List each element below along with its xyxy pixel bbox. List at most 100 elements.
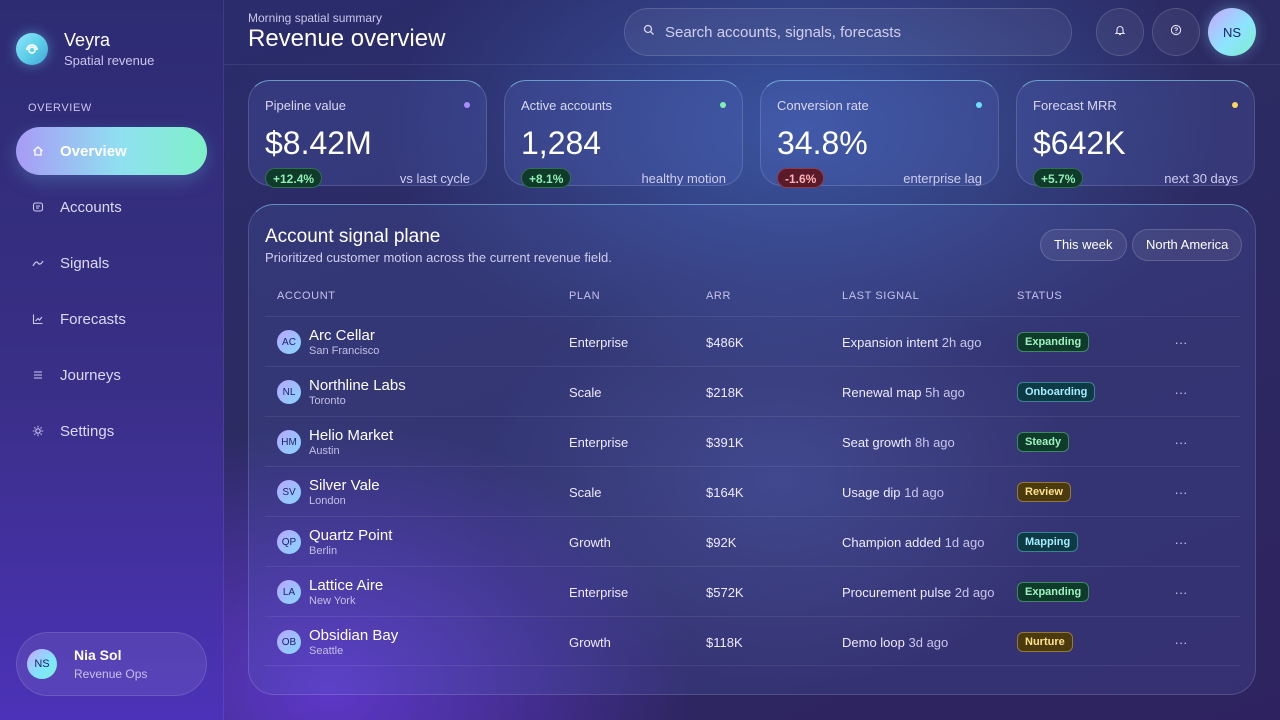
avatar: QP [277,530,301,554]
signal-text: Champion added [842,535,942,550]
last-signal-cell: Procurement pulse 2d ago [842,585,995,600]
arr-cell: $391K [706,435,744,450]
notifications-button[interactable] [1096,8,1144,56]
signal-time: 2h ago [941,335,982,350]
table-row[interactable]: SV Silver Vale London Scale $164K Usage … [265,466,1240,516]
account-signal-panel: Account signal plane Prioritized custome… [248,204,1256,695]
more-options-button[interactable]: ··· [1174,534,1188,550]
chart-icon [30,311,46,327]
accounts-icon [30,199,46,215]
search-input[interactable] [665,17,1071,47]
avatar[interactable]: NS [1208,8,1256,56]
avatar: NL [277,380,301,404]
brand-name: Veyra [64,30,111,50]
user-profile-card[interactable]: NS Nia Sol Revenue Ops [16,632,207,696]
plan-cell: Enterprise [569,335,629,350]
more-options-button[interactable]: ··· [1174,484,1188,500]
account-name[interactable]: Silver Vale [309,477,380,494]
account-name[interactable]: Lattice Aire [309,577,384,594]
sidebar-item-journeys[interactable]: Journeys [16,351,207,399]
help-button[interactable] [1152,8,1200,56]
sidebar-item-signals[interactable]: Signals [16,239,207,287]
status-badge: Expanding [1017,332,1090,352]
kpi-note: vs last cycle [399,171,470,186]
kpi-value: $642K [1033,125,1126,161]
sidebar-item-overview[interactable]: Overview [16,127,207,175]
sidebar-item-label: Journeys [60,366,121,384]
kpi-card-accounts[interactable]: Active accounts 1,284 +8.1% healthy moti… [504,80,743,188]
column-header-status[interactable]: STATUS [1017,290,1063,302]
account-city: New York [309,595,356,607]
kpi-card-forecast[interactable]: Forecast MRR $642K +5.7% next 30 days [1016,80,1255,188]
plan-cell: Scale [569,485,602,500]
column-header-account[interactable]: ACCOUNT [277,290,336,302]
avatar: SV [277,480,301,504]
plan-cell: Enterprise [569,435,629,450]
sidebar-item-settings[interactable]: Settings [16,407,207,455]
column-header-arr[interactable]: ARR [706,290,732,302]
user-role: Revenue Ops [74,667,148,681]
table-row[interactable]: AC Arc Cellar San Francisco Enterprise $… [265,316,1240,366]
gear-icon [30,423,46,439]
more-options-button[interactable]: ··· [1174,634,1188,650]
avatar: LA [277,580,301,604]
account-name[interactable]: Northline Labs [309,377,406,394]
last-signal-cell: Renewal map 5h ago [842,385,965,400]
table-row[interactable]: LA Lattice Aire New York Enterprise $572… [265,566,1240,616]
more-options-button[interactable]: ··· [1174,384,1188,400]
nav-section-label: OVERVIEW [28,102,92,114]
table-row[interactable]: NL Northline Labs Toronto Scale $218K Re… [265,366,1240,416]
account-city: London [309,495,346,507]
status-badge: Mapping [1017,532,1079,552]
kpi-card-conversion[interactable]: Conversion rate 34.8% -1.6% enterprise l… [760,80,999,188]
filter-timeframe-button[interactable]: This week [1040,229,1127,261]
avatar: AC [277,330,301,354]
sidebar-item-forecasts[interactable]: Forecasts [16,295,207,343]
kpi-label: Forecast MRR [1033,98,1117,113]
account-city: Toronto [309,395,346,407]
table-row[interactable]: QP Quartz Point Berlin Growth $92K Champ… [265,516,1240,566]
column-header-last-signal[interactable]: LAST SIGNAL [842,290,920,302]
signal-text: Procurement pulse [842,585,952,600]
sidebar-item-accounts[interactable]: Accounts [16,183,207,231]
kpi-dot-icon [464,102,470,108]
more-options-button[interactable]: ··· [1174,584,1188,600]
kpi-value: $8.42M [265,125,372,161]
column-header-plan[interactable]: PLAN [569,290,601,302]
search-bar[interactable] [624,8,1072,56]
more-options-button[interactable]: ··· [1174,434,1188,450]
table-row[interactable]: HM Helio Market Austin Enterprise $391K … [265,416,1240,466]
kpi-card-pipeline[interactable]: Pipeline value $8.42M +12.4% vs last cyc… [248,80,487,188]
home-icon [30,143,46,159]
kpi-label: Active accounts [521,98,613,113]
account-city: Berlin [309,545,338,557]
kpi-value: 1,284 [521,125,602,161]
account-name[interactable]: Arc Cellar [309,327,375,344]
brand[interactable]: Veyra Spatial revenue [16,30,154,68]
last-signal-cell: Champion added 1d ago [842,535,984,550]
arr-cell: $218K [706,385,744,400]
status-badge: Expanding [1017,582,1090,602]
filter-region-button[interactable]: North America [1132,229,1243,261]
status-badge: Onboarding [1017,382,1096,402]
signal-text: Usage dip [842,485,901,500]
signal-text: Seat growth [842,435,912,450]
account-name[interactable]: Quartz Point [309,527,393,544]
kpi-delta-badge: +12.4% [265,168,323,188]
help-icon [1170,23,1182,41]
account-name[interactable]: Obsidian Bay [309,627,399,644]
signal-time: 1d ago [904,485,944,500]
kpi-note: enterprise lag [903,171,982,186]
account-table-body: AC Arc Cellar San Francisco Enterprise $… [265,316,1240,666]
kpi-delta-badge: +5.7% [1033,168,1084,188]
status-badge: Review [1017,482,1071,502]
sidebar-item-label: Accounts [60,198,122,216]
account-name[interactable]: Helio Market [309,427,394,444]
more-options-button[interactable]: ··· [1174,334,1188,350]
journeys-icon [30,367,46,383]
kpi-note: healthy motion [641,171,726,186]
plan-cell: Scale [569,385,602,400]
sidebar-item-label: Signals [60,254,110,272]
panel-subtitle: Prioritized customer motion across the c… [265,250,612,265]
table-row[interactable]: OB Obsidian Bay Seattle Growth $118K Dem… [265,616,1240,666]
